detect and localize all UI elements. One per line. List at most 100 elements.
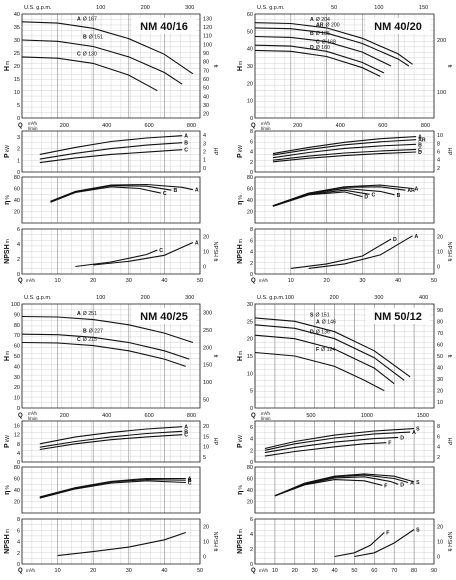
y-tick-label: 40	[14, 364, 20, 370]
right-tick-label: 60	[203, 77, 209, 83]
y-tick-label: 15	[247, 354, 253, 360]
top-axis-label: U.S. g.p.m.	[24, 5, 52, 11]
right-axis-label: NPSH ft	[212, 532, 218, 552]
y-tick-label: 6	[250, 517, 253, 523]
y-tick-label: 0	[250, 272, 253, 278]
right-tick-label: 30	[437, 377, 443, 383]
y-axis-label: PkW	[237, 435, 244, 448]
right-axis-label: ft	[446, 354, 452, 358]
y-tick-label: 8	[250, 129, 253, 135]
right-tick-label: 80	[437, 319, 443, 325]
x-axis-label: Q	[251, 123, 256, 129]
lmin-tick-label: 800	[187, 413, 196, 419]
right-tick-label: 3	[203, 141, 206, 147]
right-tick-label: 40	[437, 366, 443, 372]
x-axis-label: Q	[18, 278, 23, 284]
x-axis-unit: m³/h	[26, 278, 35, 283]
x-tick-label: 60	[371, 568, 377, 574]
y-tick-label: 60	[14, 344, 20, 350]
top-axis-tick: 300	[185, 5, 194, 11]
right-axis-label: HP	[446, 148, 452, 156]
series-label: B	[188, 478, 192, 484]
right-axis-label: ft	[212, 354, 218, 358]
x-axis-label: Q	[251, 413, 256, 419]
lmin-tick-label: 500	[306, 413, 315, 419]
series-label: A	[410, 481, 414, 487]
series-label: C	[418, 147, 422, 153]
y-tick-label: 20	[14, 500, 20, 506]
efficiency-curve-D	[272, 191, 363, 207]
y-tick-label: 3	[17, 135, 20, 141]
x-axis-sublabel: l/min	[261, 126, 271, 131]
power-curve-A	[39, 426, 183, 445]
right-tick-label: 2	[437, 166, 440, 172]
right-axis-label: HP	[212, 438, 218, 446]
right-tick-label: 20	[203, 235, 209, 241]
series-label: B	[418, 142, 422, 148]
lmin-tick-label: 200	[60, 413, 69, 419]
y-tick-label: 60	[247, 187, 253, 193]
y-tick-label: 4	[17, 451, 20, 457]
top-axis-tick: 100	[96, 295, 105, 301]
head-curve-F	[254, 351, 385, 392]
head-curve-C	[254, 44, 385, 74]
power-panel: 0 2 4 6 2 4 6 8 HP PkW SA D F	[237, 420, 452, 466]
x-tick-label: 10	[55, 568, 61, 574]
x-tick-label: 20	[324, 278, 330, 284]
y-tick-label: 0	[17, 406, 20, 412]
right-tick-label: 20	[203, 424, 209, 430]
npsh-curve-S	[354, 529, 415, 558]
x-axis-unit: m³/h	[259, 568, 268, 573]
y-tick-label: 30	[247, 302, 253, 308]
right-tick-label: 10	[203, 445, 209, 451]
y-axis-label: Hm	[237, 351, 244, 361]
power-curve-B	[39, 430, 183, 448]
title-box	[132, 18, 196, 34]
series-label: AR Ø 200	[316, 22, 340, 28]
right-tick-label: 80	[203, 60, 209, 66]
x-axis-label: Q	[18, 413, 23, 419]
power-panel: 0 4 8 12 16 5 10 15 20 HP PkW ABC	[4, 420, 218, 466]
x-axis-unit: m³/h	[259, 278, 268, 283]
power-curve-D	[264, 436, 399, 454]
x-tick-label: 80	[411, 568, 417, 574]
right-tick-label: 120	[203, 25, 212, 31]
y-tick-label: 2	[17, 551, 20, 557]
plot-frame	[21, 176, 201, 224]
y-tick-label: 12	[14, 433, 20, 439]
top-axis-tick: 100	[374, 5, 383, 11]
series-label: F	[384, 483, 387, 489]
right-tick-label: 0	[437, 555, 440, 561]
series-label: C	[159, 248, 163, 254]
x-tick-label: 40	[161, 568, 167, 574]
y-tick-label: 80	[14, 465, 20, 471]
y-tick-label: 20	[14, 64, 20, 70]
right-tick-label: 0	[203, 265, 206, 271]
y-tick-label: 40	[247, 198, 253, 204]
series-label: D	[400, 482, 404, 488]
y-tick-label: 80	[247, 175, 253, 181]
chart-title: NM 40/25	[132, 308, 196, 324]
right-axis-label: HP	[446, 438, 452, 446]
top-axis-label: U.S. g.p.m.	[24, 295, 52, 301]
right-tick-label: 4	[203, 133, 206, 139]
x-axis-sublabel: l/min	[28, 126, 38, 131]
series-label: B	[397, 193, 401, 199]
right-tick-label: 10	[437, 250, 443, 256]
power-curve-AR	[272, 139, 417, 156]
right-tick-label: 200	[437, 38, 446, 44]
y-tick-label: 0	[17, 170, 20, 176]
head-panel: 0 10 20 30 40 50 60 70 80 90 100 50 100 150 200 250 300 f…	[4, 302, 218, 412]
right-axis-label: NPSH ft	[446, 242, 452, 262]
y-tick-label: 90	[14, 312, 20, 318]
x-tick-label: 50	[431, 278, 437, 284]
lmin-tick-label: 600	[145, 123, 154, 129]
npsh-curve-series	[57, 531, 186, 557]
plot-frame	[254, 420, 435, 463]
top-axis-tick: 300	[185, 295, 194, 301]
